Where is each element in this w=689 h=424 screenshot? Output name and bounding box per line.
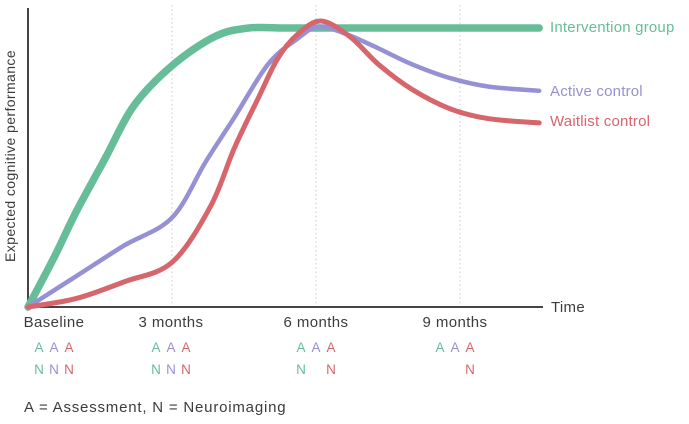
- x-tick-label-baseline: Baseline: [23, 314, 85, 331]
- neuroimaging-marker-red: N: [181, 362, 191, 377]
- y-axis-label: Expected cognitive performance: [2, 50, 18, 262]
- neuroimaging-marker-green: N: [296, 362, 306, 377]
- legend-intervention-group: Intervention group: [550, 19, 675, 36]
- assessment-marker-red: A: [181, 340, 191, 355]
- neuroimaging-marker-red: N: [64, 362, 74, 377]
- assessment-marker-green: A: [34, 340, 44, 355]
- x-tick-label-6-months: 6 months: [283, 314, 349, 331]
- neuroimaging-marker-red: N: [326, 362, 336, 377]
- assessment-marker-purple: A: [49, 340, 59, 355]
- assessment-marker-red: A: [465, 340, 475, 355]
- x-tick-label-3-months: 3 months: [138, 314, 204, 331]
- legend-active-control: Active control: [550, 83, 643, 100]
- assessment-marker-purple: A: [450, 340, 460, 355]
- neuroimaging-marker-red: N: [465, 362, 475, 377]
- neuroimaging-row: N: [410, 361, 500, 383]
- neuroimaging-marker-purple: N: [49, 362, 59, 377]
- x-axis-label: Time: [551, 299, 585, 316]
- neuroimaging-marker-green: N: [151, 362, 161, 377]
- assessment-marker-red: A: [64, 340, 74, 355]
- assessment-marker-purple: A: [166, 340, 176, 355]
- series-line-intervention-group: [24, 23, 543, 311]
- assessment-marker-green: A: [296, 340, 306, 355]
- figure-caption: A = Assessment, N = Neuroimaging: [24, 399, 287, 416]
- neuroimaging-marker-purple: N: [166, 362, 176, 377]
- assessment-marker-purple: A: [311, 340, 321, 355]
- legend-waitlist-control: Waitlist control: [550, 113, 651, 130]
- x-tick-label-9-months: 9 months: [422, 314, 488, 331]
- assessment-marker-red: A: [326, 340, 336, 355]
- series-line-active-control: [25, 24, 542, 310]
- assessment-marker-green: A: [151, 340, 161, 355]
- assessment-marker-green: A: [435, 340, 445, 355]
- series-line-waitlist-control: [25, 18, 542, 310]
- neuroimaging-marker-green: N: [34, 362, 44, 377]
